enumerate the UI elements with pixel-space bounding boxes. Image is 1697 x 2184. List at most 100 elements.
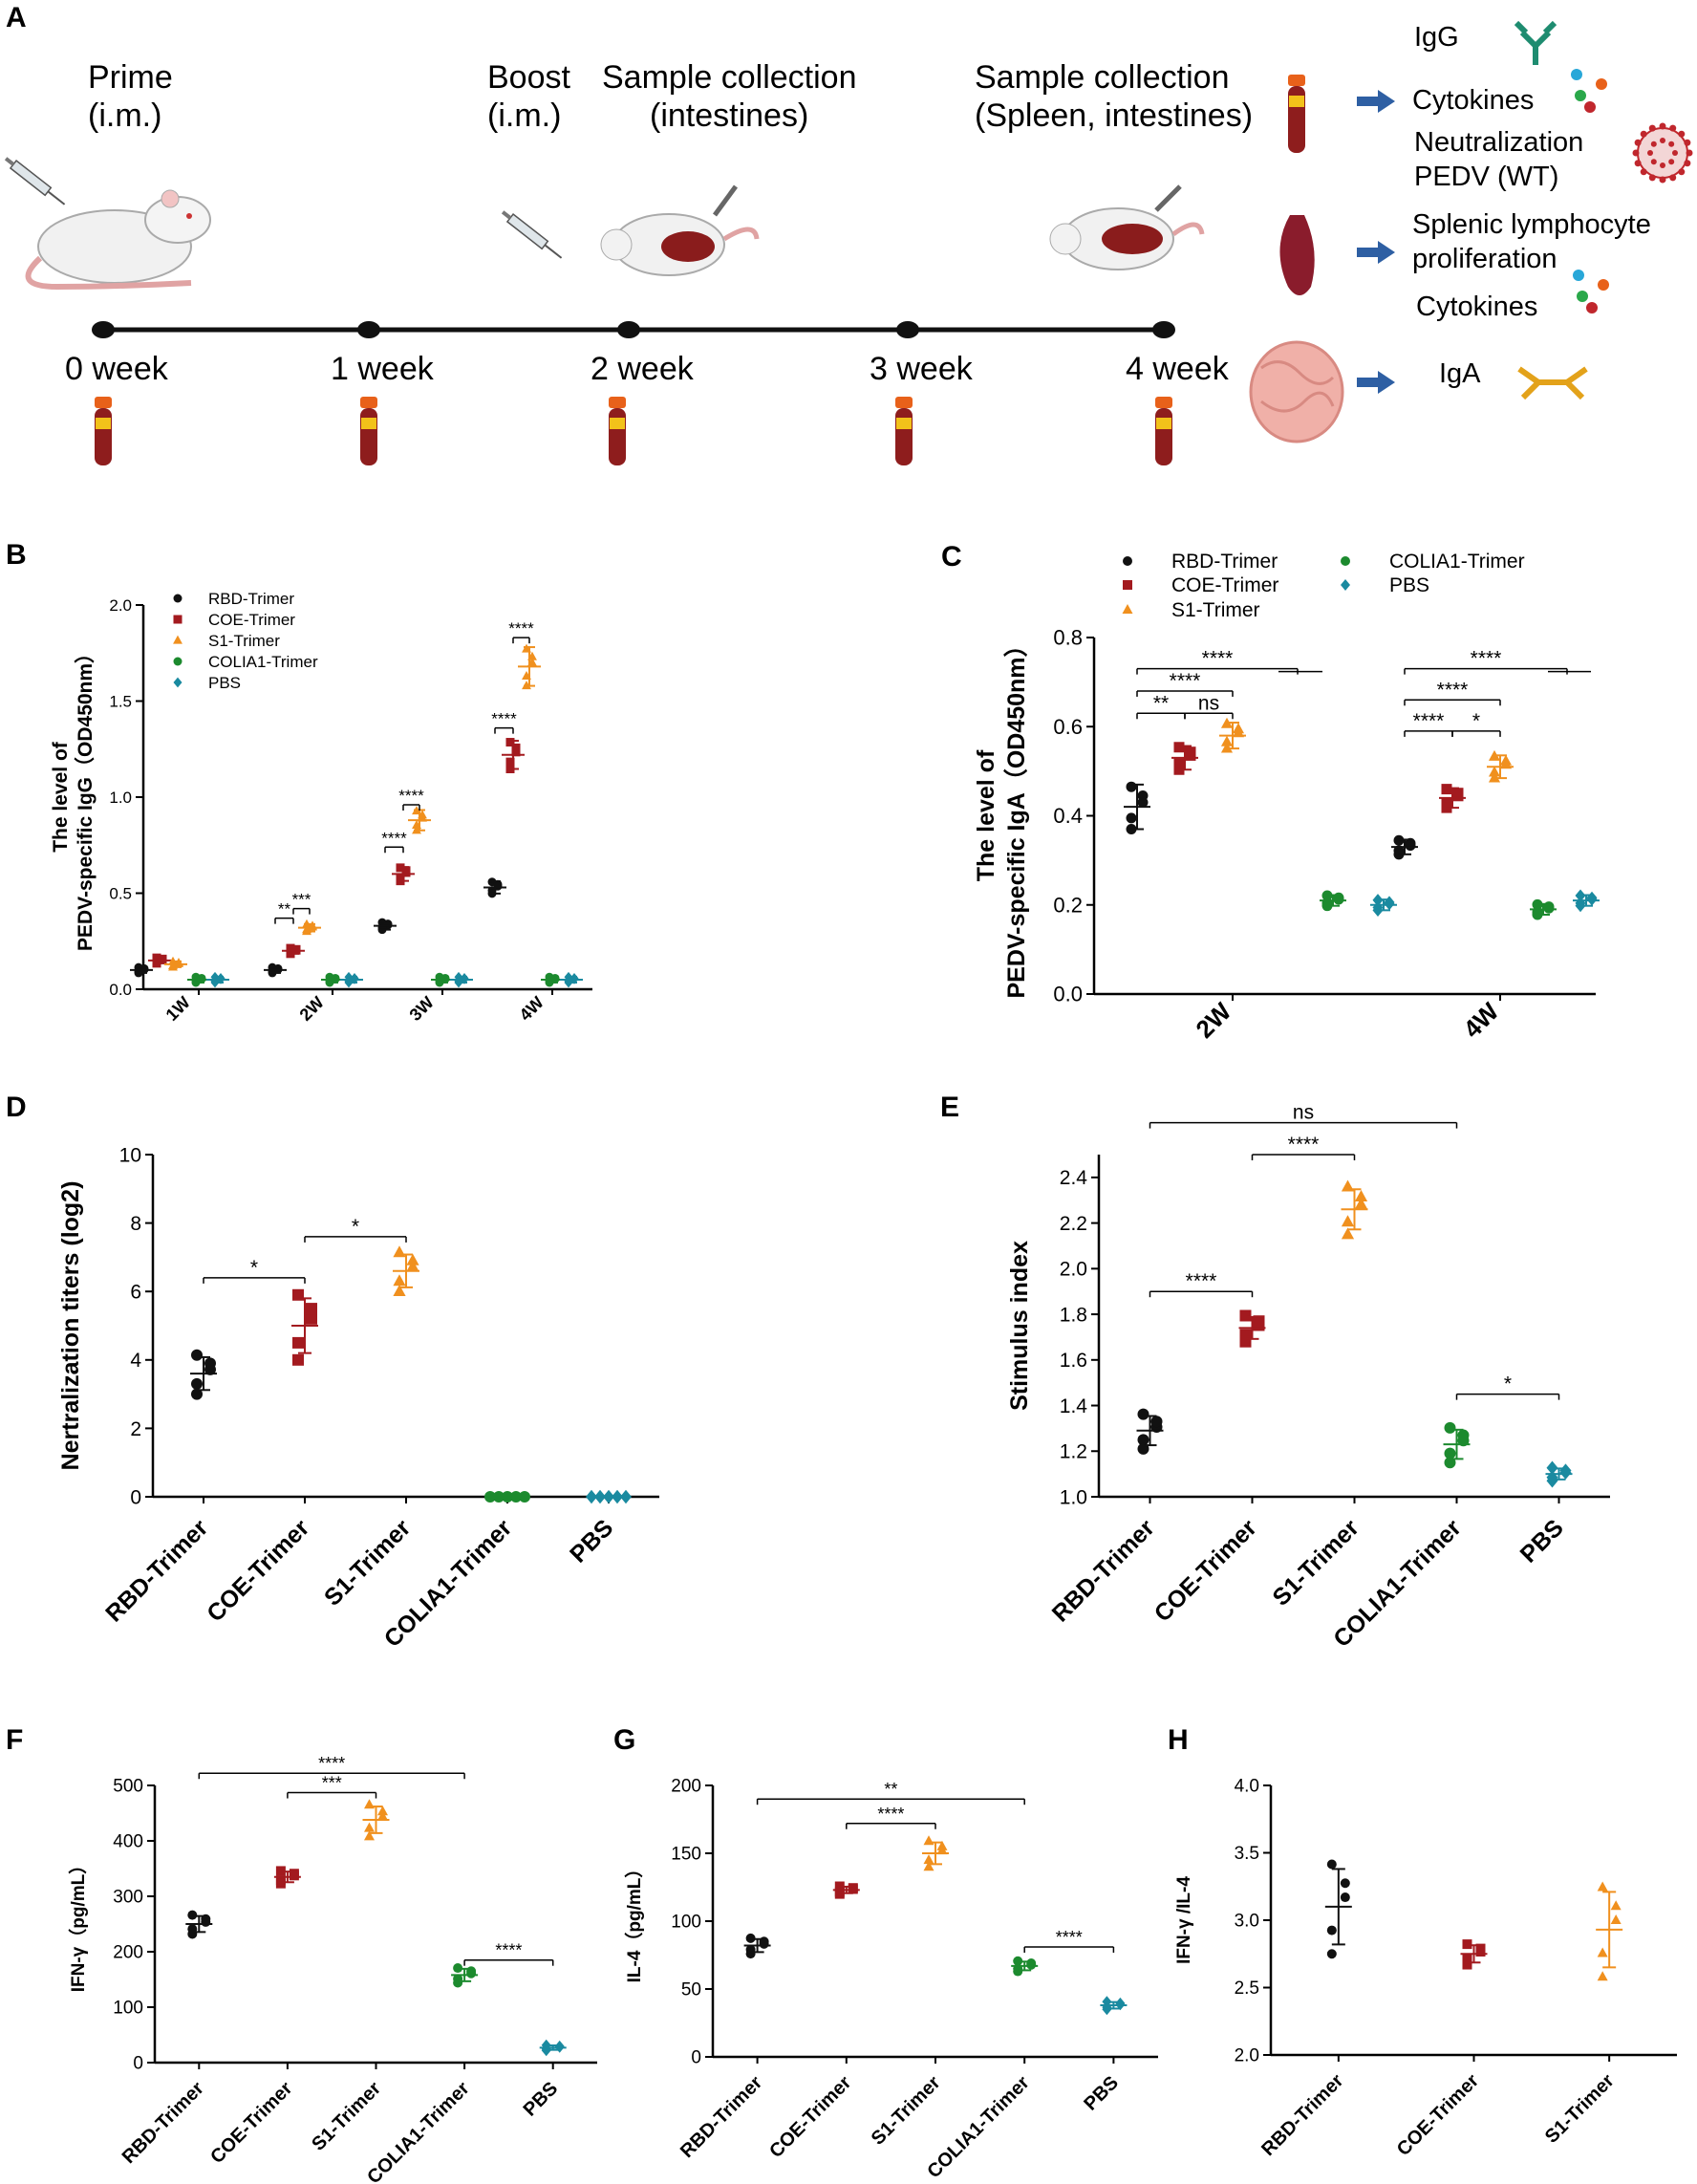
y-tick-label: 3.5 xyxy=(1235,1844,1259,1864)
significance-label: **** xyxy=(1437,679,1469,701)
y-axis-title: Nertralization titers (log2) xyxy=(57,1181,84,1471)
y-tick-label: 50 xyxy=(681,1980,701,2000)
y-tick-label: 0.6 xyxy=(1053,715,1083,739)
virus-spike xyxy=(1669,174,1677,182)
virus-spike xyxy=(1686,149,1693,157)
virus-spike xyxy=(1648,174,1656,182)
panel-a-label: A xyxy=(6,2,27,33)
y-tick-label: 500 xyxy=(113,1777,143,1797)
cytokine-dots-icon xyxy=(1573,270,1609,314)
data-point xyxy=(1462,1959,1472,1970)
data-point xyxy=(923,1854,934,1865)
y-tick-label: 400 xyxy=(113,1832,143,1852)
data-point xyxy=(187,1929,198,1939)
tube-serum xyxy=(1289,96,1304,107)
data-point xyxy=(1597,1971,1608,1981)
data-point xyxy=(1462,1939,1472,1950)
data-point xyxy=(1452,788,1464,799)
x-tick-label: 2W xyxy=(1190,997,1236,1044)
significance-label: *** xyxy=(292,891,311,909)
chart-panel-c: 0.0 0.2 0.4 0.6 0.8 The level of PEDV-specific… xyxy=(973,551,1600,1044)
y-tick-label: 150 xyxy=(671,1845,701,1865)
data-point xyxy=(289,1869,299,1879)
data-point xyxy=(505,738,515,747)
y-tick-label: 1.5 xyxy=(109,692,132,710)
legend-marker xyxy=(173,635,183,644)
x-tick-label: COE-Trimer xyxy=(1149,1514,1262,1627)
legend-label: PBS xyxy=(208,674,241,692)
x-tick-label: COE-Trimer xyxy=(206,2078,296,2168)
legend-label: COLIA1-Trimer xyxy=(1389,551,1525,573)
y-tick-label: 2.0 xyxy=(1060,1259,1087,1281)
x-tick-label: 1W xyxy=(162,993,194,1025)
timeline-point xyxy=(357,321,380,338)
syringe-icon xyxy=(501,210,563,259)
x-tick-label: PBS xyxy=(520,2078,563,2121)
arrow-right-icon xyxy=(1357,90,1395,113)
dissected-rat-icon xyxy=(600,184,760,276)
timeline-point xyxy=(92,321,115,338)
legend-label: COE-Trimer xyxy=(208,611,295,629)
prime-title: Prime xyxy=(88,59,173,96)
significance-label: **** xyxy=(1056,1928,1083,1947)
data-point xyxy=(364,1822,375,1832)
chart-panel-h: 2.0 2.5 3.0 3.5 4.0 IFN-γ /IL-4 RBD-Trimer COE-… xyxy=(1174,1777,1677,2160)
y-tick-label: 100 xyxy=(671,1913,701,1933)
output-iga: IgA xyxy=(1439,358,1481,389)
x-tick-label: COE-Trimer xyxy=(1393,2070,1483,2160)
data-point xyxy=(1239,1335,1252,1348)
data-point xyxy=(1488,771,1501,783)
data-point xyxy=(460,973,469,984)
sample2-subtitle: (Spleen, intestines) xyxy=(975,97,1253,134)
x-tick-label: 4W xyxy=(516,993,548,1025)
legend-label: COLIA1-Trimer xyxy=(208,653,318,671)
virus-spike xyxy=(1640,168,1647,176)
significance-label: **** xyxy=(495,1941,522,1960)
data-point xyxy=(505,757,515,767)
chart-panel-d: 0 2 4 6 8 10 Nertralization titers (log2) RBD-T… xyxy=(57,1144,659,1653)
data-point xyxy=(519,1491,530,1503)
week-label: 1 week xyxy=(331,351,435,387)
data-point xyxy=(1462,1954,1472,1964)
data-point xyxy=(848,1883,858,1893)
data-point xyxy=(1340,1892,1350,1903)
data-point xyxy=(1341,1227,1355,1240)
significance-label: ns xyxy=(1293,1102,1314,1124)
significance-label: *** xyxy=(322,1774,342,1793)
week-label: 2 week xyxy=(591,351,695,387)
x-tick-label: S1-Trimer xyxy=(868,2072,945,2150)
significance-label: **** xyxy=(1288,1134,1320,1156)
data-point xyxy=(1239,1309,1252,1322)
chart-panel-e: 1.0 1.2 1.4 1.6 1.8 2.0 2.2 2.4 Stimulus index RB… xyxy=(1006,1102,1610,1653)
data-point xyxy=(393,1285,406,1296)
x-tick-label: RBD-Trimer xyxy=(1257,2070,1347,2160)
x-tick-label: PBS xyxy=(1080,2072,1123,2115)
tube-cap xyxy=(360,397,377,408)
tube-body xyxy=(360,408,377,465)
data-point xyxy=(510,1491,522,1503)
y-tick-label: 1.0 xyxy=(109,789,132,807)
blood-tube-icon xyxy=(360,397,377,465)
data-point xyxy=(1597,1947,1608,1957)
y-tick-label: 1.2 xyxy=(1060,1441,1087,1463)
data-point xyxy=(306,1303,317,1315)
significance-label: **** xyxy=(1471,648,1502,670)
blood-tube-icon xyxy=(895,397,913,465)
data-point xyxy=(511,743,521,752)
data-point xyxy=(1475,1943,1486,1954)
data-point xyxy=(1115,1997,1126,2009)
sample1-subtitle: (intestines) xyxy=(650,97,808,134)
legend-marker xyxy=(173,677,183,688)
data-point xyxy=(1610,1900,1622,1911)
data-point xyxy=(1354,1197,1368,1209)
data-point xyxy=(377,1810,388,1821)
y-tick-label: 2 xyxy=(130,1418,141,1440)
panel-label: F xyxy=(6,1724,23,1756)
x-tick-label: RBD-Trimer xyxy=(677,2072,766,2162)
y-tick-label: 0.0 xyxy=(109,981,132,999)
tube-body xyxy=(895,408,913,465)
x-tick-label: S1-Trimer xyxy=(308,2078,385,2155)
tube-serum xyxy=(610,418,625,429)
legend-marker xyxy=(1123,580,1132,590)
